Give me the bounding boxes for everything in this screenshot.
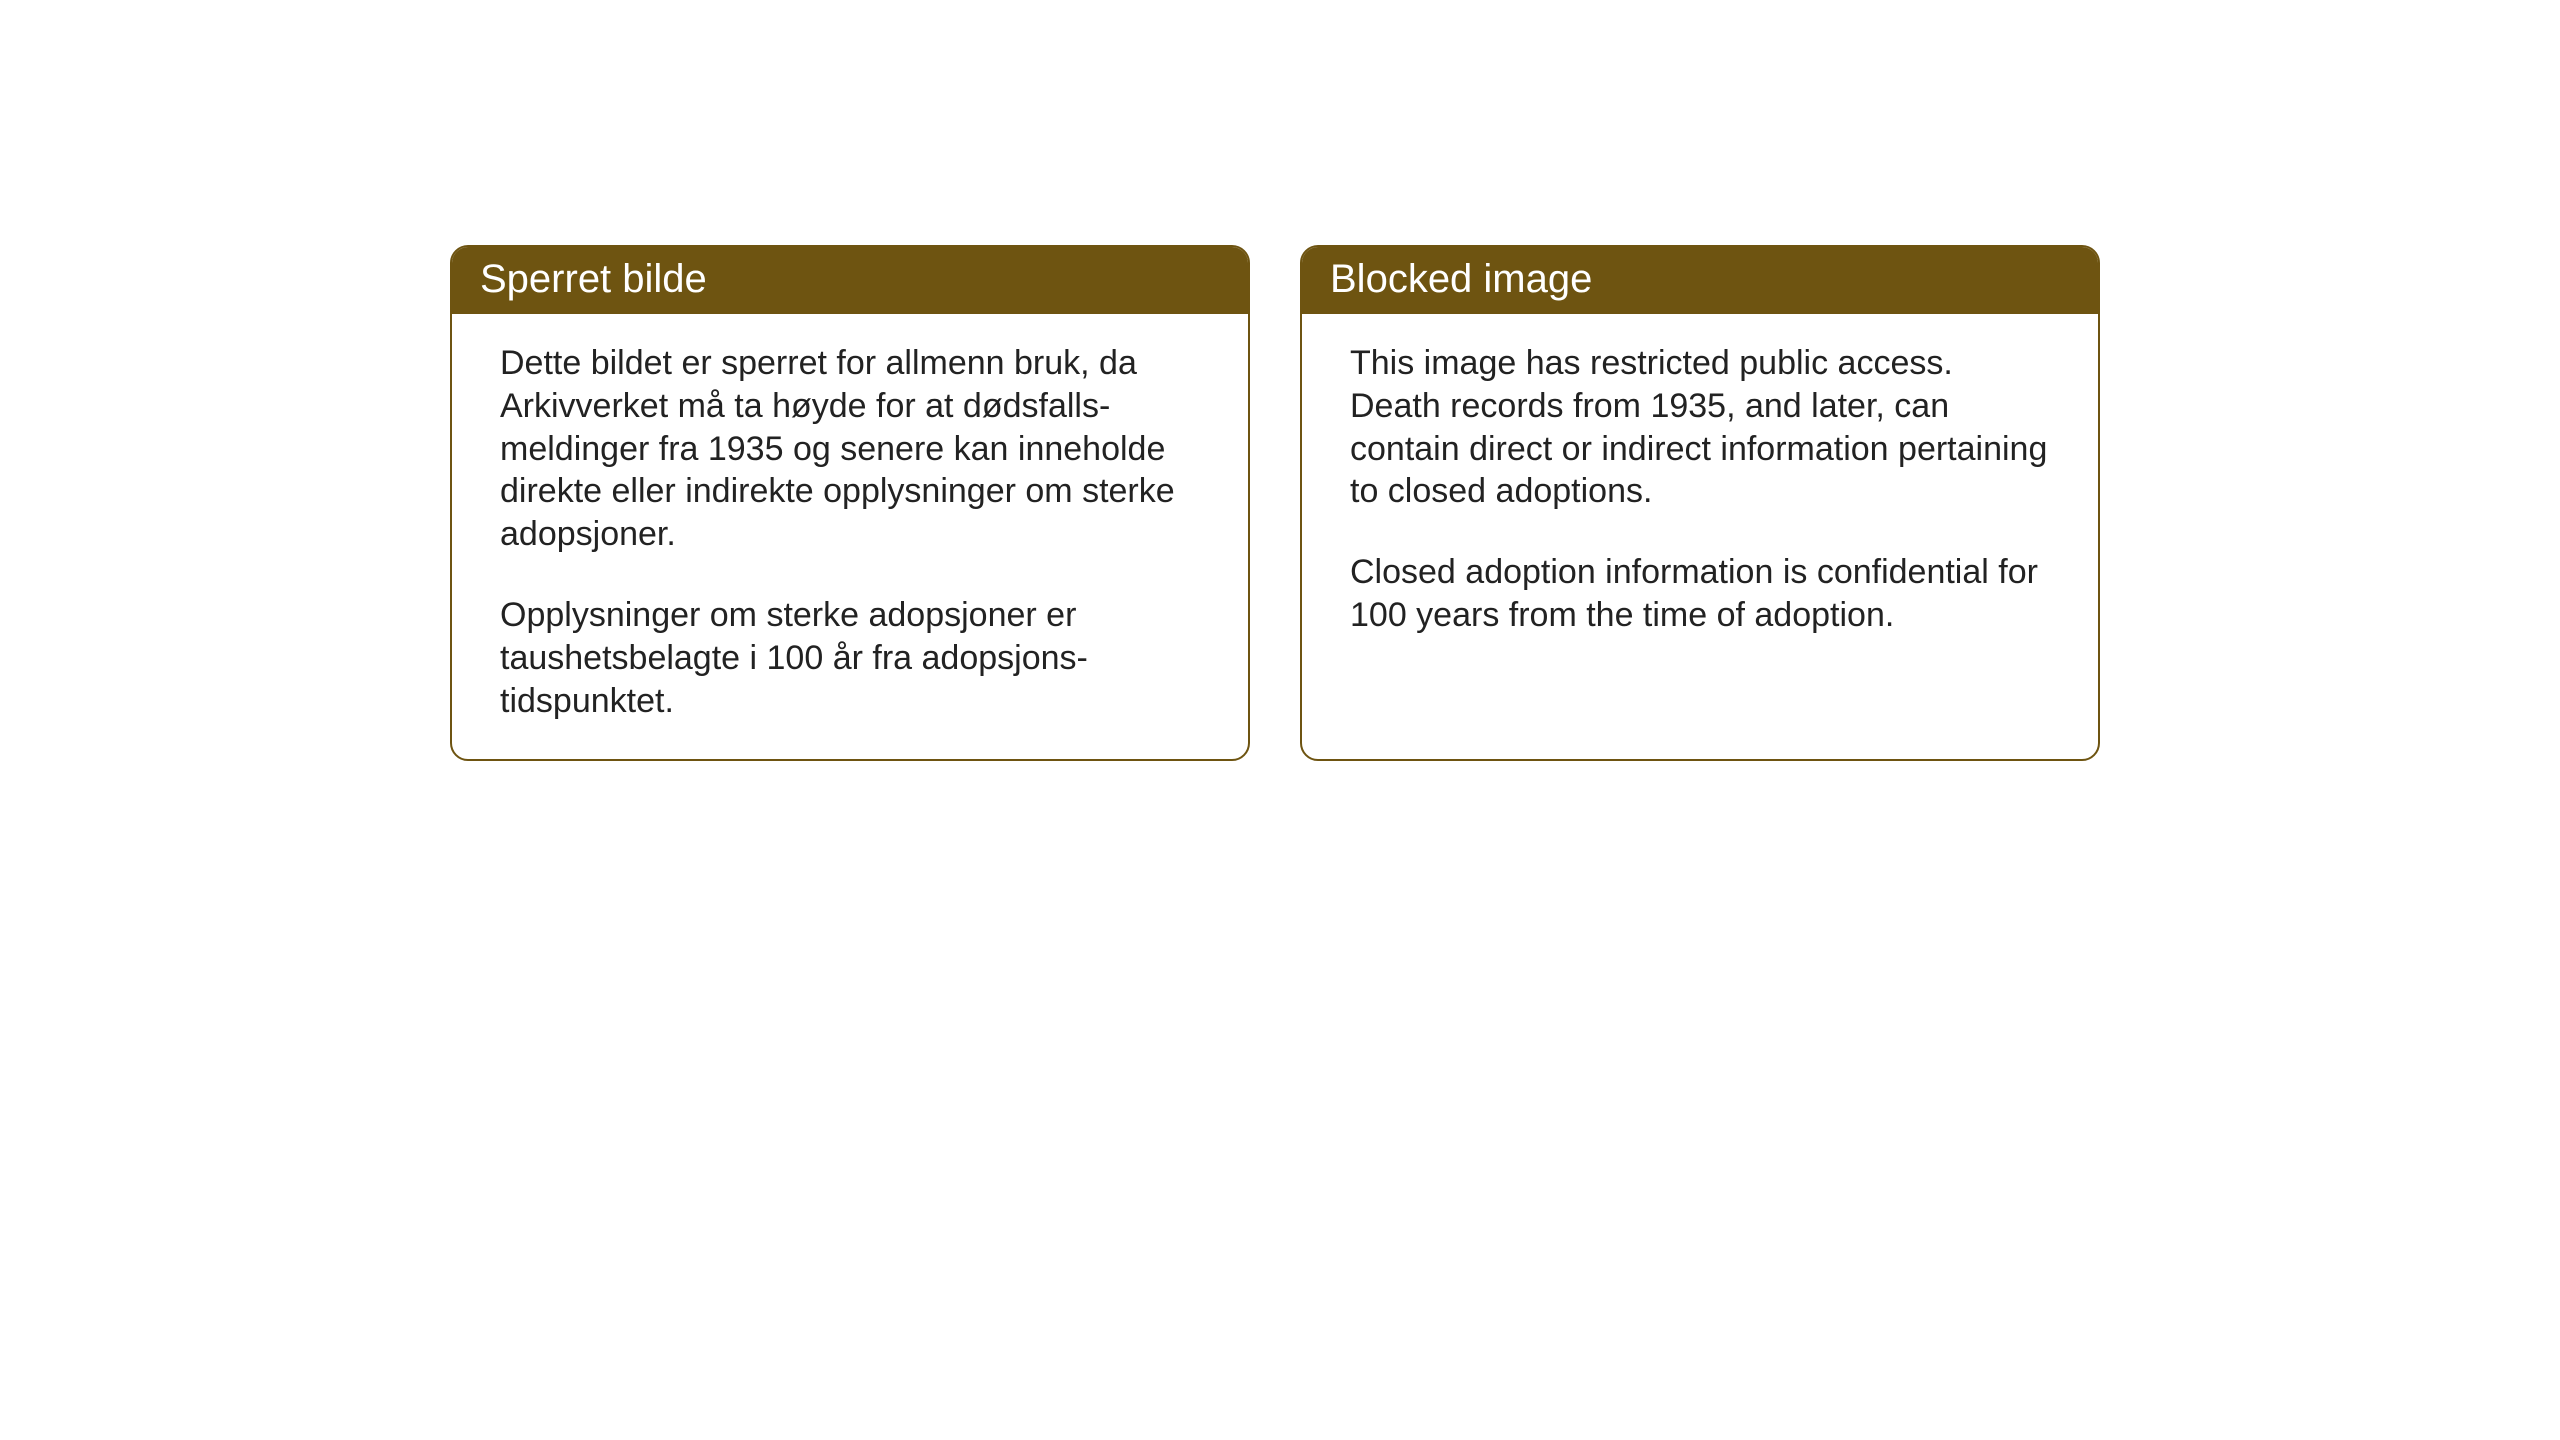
notice-container: Sperret bilde Dette bildet er sperret fo… [450,245,2100,761]
card-header-norwegian: Sperret bilde [452,247,1248,314]
card-title-norwegian: Sperret bilde [480,257,707,301]
card-body-norwegian: Dette bildet er sperret for allmenn bruk… [452,314,1248,759]
notice-card-norwegian: Sperret bilde Dette bildet er sperret fo… [450,245,1250,761]
card-header-english: Blocked image [1302,247,2098,314]
notice-card-english: Blocked image This image has restricted … [1300,245,2100,761]
card-paragraph-norwegian-1: Dette bildet er sperret for allmenn bruk… [500,342,1200,556]
card-paragraph-english-1: This image has restricted public access.… [1350,342,2050,513]
card-body-english: This image has restricted public access.… [1302,314,2098,673]
card-paragraph-norwegian-2: Opplysninger om sterke adopsjoner er tau… [500,594,1200,722]
card-title-english: Blocked image [1330,257,1592,301]
card-paragraph-english-2: Closed adoption information is confident… [1350,551,2050,637]
